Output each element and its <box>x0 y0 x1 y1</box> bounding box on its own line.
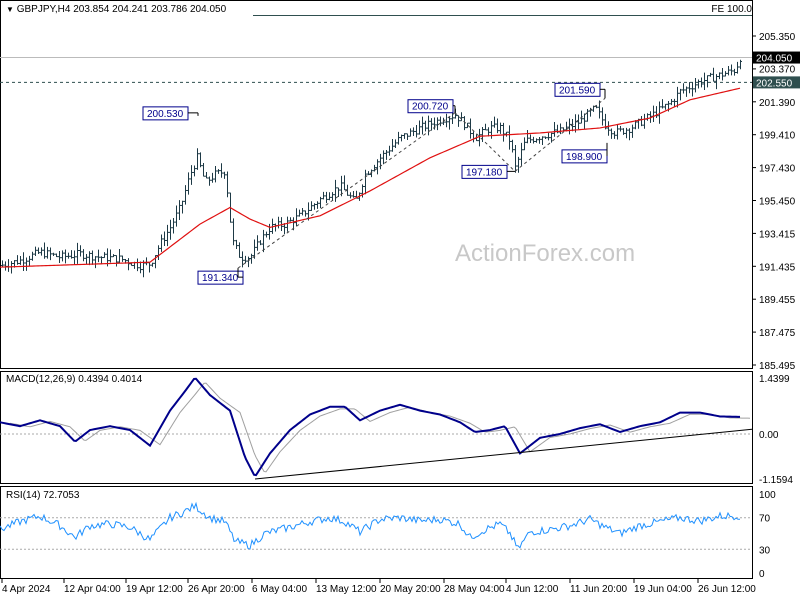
x-tick-label: 6 May 04:00 <box>252 584 307 595</box>
price-tick-label: 205.350 <box>759 32 796 43</box>
price-tick-label: 195.450 <box>759 197 796 208</box>
current-price-label: 204.050 <box>756 54 793 65</box>
macd-tick-label: 1.4399 <box>759 374 790 385</box>
rsi-tick-label: 0 <box>759 569 765 580</box>
watermark: ActionForex.com <box>455 240 636 267</box>
price-tick-label: 201.390 <box>759 98 796 109</box>
rsi-tick-label: 70 <box>759 514 771 525</box>
panel-frame-1 <box>0 371 753 484</box>
dropdown-icon[interactable]: ▼ <box>6 5 14 14</box>
price-label: 203.370 <box>759 65 796 76</box>
macd-tick-label: -1.1594 <box>759 475 793 486</box>
x-tick-label: 4 Apr 2024 <box>2 584 51 595</box>
x-tick-label: 20 May 20:00 <box>380 584 441 595</box>
x-tick-label: 4 Jun 12:00 <box>506 584 559 595</box>
annotation-label: 198.900 <box>566 152 603 163</box>
x-tick-label: 11 Jun 20:00 <box>570 584 628 595</box>
x-tick-label: 28 May 04:00 <box>444 584 505 595</box>
price-tick-label: 187.475 <box>759 328 796 339</box>
annotation-box <box>561 149 608 164</box>
level-box <box>753 76 800 89</box>
symbol-label: GBPJPY,H4 <box>16 4 71 15</box>
x-tick-label: 26 Jun 12:00 <box>698 584 756 595</box>
annotation-label: 197.180 <box>466 167 503 178</box>
price-tick-label: 193.415 <box>759 229 796 240</box>
level-label: 202.550 <box>756 78 793 89</box>
current-price-box <box>753 51 800 64</box>
macd-tick-label: 0.00 <box>759 430 779 441</box>
rsi-tick-label: 100 <box>759 490 776 501</box>
annotation-label: 200.720 <box>412 102 449 113</box>
macd-title: MACD(12,26,9) 0.4394 0.4014 <box>6 374 143 385</box>
x-tick-label: 19 Apr 12:00 <box>126 584 183 595</box>
macd-line <box>0 377 741 477</box>
fe-label: FE 100.0 <box>711 4 752 15</box>
trend-guide <box>237 112 456 269</box>
price-tick-label: 197.430 <box>759 164 796 175</box>
rsi-line <box>0 501 741 550</box>
moving-average-line <box>0 87 741 268</box>
rsi-tick-label: 30 <box>759 545 771 556</box>
price-tick-label: 191.435 <box>759 262 796 273</box>
panel-frame-0 <box>0 0 753 369</box>
x-tick-label: 12 Apr 04:00 <box>64 584 121 595</box>
annotation-label: 191.340 <box>202 273 239 284</box>
annotation-label: 200.530 <box>147 109 184 120</box>
price-tick-label: 185.495 <box>759 361 796 372</box>
panel-frame-2 <box>0 486 753 579</box>
x-tick-label: 26 Apr 20:00 <box>188 584 245 595</box>
rsi-title: RSI(14) 72.7053 <box>6 490 80 501</box>
price-tick-label: 199.410 <box>759 131 796 142</box>
x-tick-label: 19 Jun 04:00 <box>634 584 692 595</box>
x-tick-label: 13 May 12:00 <box>316 584 377 595</box>
ohlc-values: 203.854 204.241 203.786 204.050 <box>73 4 227 15</box>
price-tick-label: 189.455 <box>759 295 796 306</box>
annotation-label: 201.590 <box>559 85 596 96</box>
chart-header: ▼ GBPJPY,H4 203.854 204.241 203.786 204.… <box>6 4 226 15</box>
macd-trendline <box>254 428 753 480</box>
